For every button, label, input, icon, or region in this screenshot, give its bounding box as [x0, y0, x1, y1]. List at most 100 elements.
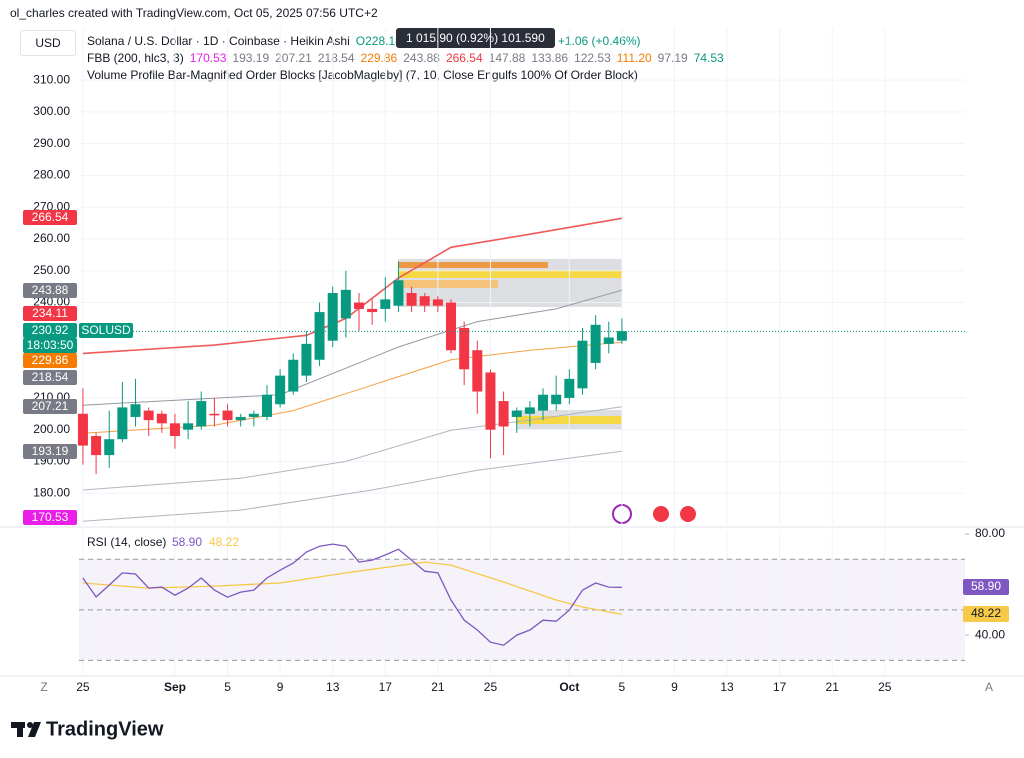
band-line [82, 217, 623, 355]
candle-body [235, 416, 246, 421]
candle-body [222, 410, 233, 421]
rsi-line [82, 543, 622, 646]
x-tick-label: 9 [671, 680, 678, 694]
x-tick-label: 5 [619, 680, 626, 694]
event-icon[interactable] [678, 504, 698, 524]
candle-body [156, 413, 167, 424]
x-tick-label: 5 [224, 680, 231, 694]
fbb-value: 218.54 [317, 51, 355, 65]
x-tick-label: 21 [431, 680, 445, 694]
rsi-line [82, 561, 623, 616]
rsi-legend-value: 58.90 [172, 535, 202, 549]
profile-bar [398, 262, 548, 268]
rsi-legend-value: 48.22 [209, 535, 239, 549]
x-tick-label: 13 [326, 680, 340, 694]
price-tag: 266.54 [23, 210, 77, 225]
candle-body [524, 407, 535, 414]
candle-body [261, 394, 272, 417]
fbb-value: 266.54 [445, 51, 483, 65]
rsi-tag [963, 579, 1009, 595]
candle-body [406, 293, 417, 306]
fbb-legend: FBB (200, hlc3, 3) 170.53 193.19 207.21 218.… [87, 51, 730, 65]
candle-body [511, 410, 522, 417]
price-tag: 207.21 [23, 399, 77, 414]
price-tag: 243.88 [23, 283, 77, 298]
fbb-value: 243.88 [403, 51, 440, 65]
band-line [82, 406, 622, 491]
candle-body [169, 423, 180, 437]
candle-body [91, 436, 102, 456]
candle-body [485, 372, 496, 430]
candle-body [340, 289, 351, 319]
candle-body [143, 410, 154, 421]
currency-button[interactable]: USD [20, 30, 76, 56]
candle-body [551, 394, 562, 405]
candle-body [314, 312, 325, 360]
profile-bar [398, 270, 622, 278]
band-line [82, 450, 622, 522]
open: O228.18 [355, 34, 402, 48]
price-tag: 18:03:50 [23, 338, 77, 353]
vp-legend: Volume Profile Bar-Magnified Order Block… [87, 68, 638, 82]
candle-body [275, 375, 286, 405]
fbb-value: 193.19 [232, 51, 270, 65]
y-tick-label: 260.00 [33, 231, 70, 245]
candle-body [130, 404, 141, 417]
y-tick-label: 40.00 [975, 627, 1005, 641]
fbb-value: 207.21 [275, 51, 312, 65]
y-tick-label: 200.00 [33, 422, 70, 436]
fbb-value: 133.86 [531, 51, 569, 65]
candle-body [577, 340, 588, 389]
candle-body [590, 324, 601, 363]
y-tick-label: 80.00 [975, 526, 1005, 540]
fbb-value: 170.53 [189, 51, 227, 65]
candle-body [117, 407, 128, 440]
rsi-title: RSI (14, close) [87, 535, 166, 549]
candle-body [498, 401, 509, 427]
candle-body [353, 302, 364, 309]
x-tick-label: 13 [720, 680, 734, 694]
logo: TradingView [46, 718, 164, 740]
y-tick-label: 310.00 [33, 72, 70, 86]
candle-body [380, 299, 391, 309]
fbb-value: 122.53 [574, 51, 611, 65]
change: +1.06 (+0.46%) [557, 34, 641, 48]
candle-body [196, 401, 207, 427]
x-tick-label: 25 [76, 680, 90, 694]
price-tag: 230.92 [23, 323, 77, 338]
candle-body [77, 413, 88, 446]
candle-body [209, 413, 220, 416]
event-icon[interactable] [651, 504, 671, 524]
rsi-tag-label: 58.90 [971, 579, 1001, 593]
scale-button[interactable]: A [985, 680, 993, 694]
rsi-tag [963, 606, 1009, 622]
y-tick-label: 240.00 [33, 295, 70, 309]
candle-body [446, 302, 457, 351]
candle-body [393, 280, 404, 306]
rsi-tag-label: 48.22 [971, 606, 1001, 620]
scale-button[interactable]: Z [40, 680, 47, 694]
candle-body [603, 337, 614, 344]
y-tick-label: 270.00 [33, 199, 70, 213]
candle-body [419, 296, 430, 306]
candle-body [538, 394, 549, 411]
credit: ol_charles created with TradingView.com,… [10, 6, 378, 20]
candle-body [327, 293, 338, 341]
logo-icon [11, 722, 41, 737]
price-tag: 193.19 [23, 444, 77, 459]
candle-body [248, 413, 259, 417]
symbol-tag: SOLUSD [79, 323, 133, 338]
x-tick-label: 17 [773, 680, 787, 694]
fbb-value: 97.19 [657, 51, 688, 65]
candle-body [288, 359, 299, 392]
candle-body [104, 439, 115, 456]
candle-body [183, 423, 194, 430]
y-tick-label: 280.00 [33, 168, 70, 182]
y-tick-label: 250.00 [33, 263, 70, 277]
fbb-value: 111.20 [616, 51, 652, 65]
band-line [82, 289, 623, 406]
fbb-value: 147.88 [488, 51, 526, 65]
price-tag: 234.11 [23, 306, 77, 321]
symbol-legend: Solana / U.S. Dollar · 1D · Coinbase · H… [87, 34, 647, 48]
